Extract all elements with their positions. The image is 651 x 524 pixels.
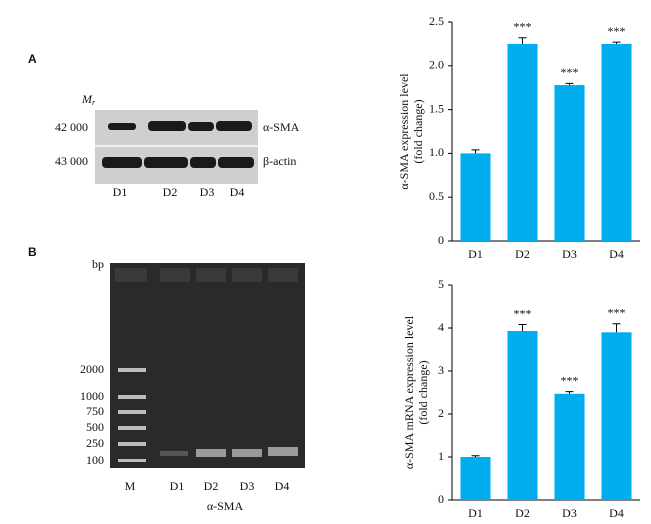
panel-label: A [28,52,37,66]
bar [601,332,632,500]
gel-lane: D2 [204,479,219,493]
bar [554,85,585,242]
gel-wells [115,268,298,282]
y-tick-label: 2.5 [429,14,444,28]
ladder-bands [118,368,146,462]
error-bar [612,41,621,44]
y-tick-label: 1 [438,449,444,463]
significance: *** [561,373,579,387]
error-bar [471,149,480,154]
gel-lane: D1 [170,479,185,493]
y-axis-label: α-SMA expression level [397,73,411,190]
y-tick-label: 0 [438,492,444,506]
panel-label: B [28,245,37,259]
blot-lane: D1 [113,185,128,199]
y-tick-label: 0 [438,233,444,247]
gel-lane: D4 [275,479,290,493]
blot-lane: D2 [163,185,178,199]
y-tick-label: 2.0 [429,58,444,72]
gel-lane: D3 [240,479,255,493]
y-tick-label: 1.0 [429,145,444,159]
x-tick-label: D4 [609,506,624,520]
gel-lane: M [125,479,136,493]
bar [554,393,585,500]
error-bar [612,323,621,333]
x-tick-label: D2 [515,247,530,261]
error-bar [471,455,480,457]
y-tick-label: 4 [438,320,444,334]
gel-unit: bp [92,257,104,271]
ladder-label: 500 [86,420,104,434]
y-axis-label: (fold change) [416,360,430,424]
ladder-label: 750 [86,404,104,418]
x-tick-label: D2 [515,506,530,520]
significance: *** [608,305,626,319]
bar [507,331,538,500]
bar [460,153,491,241]
bar [601,43,632,242]
ladder-label: 100 [86,453,104,467]
ladder-label: 1000 [80,389,104,403]
x-tick-label: D1 [468,506,483,520]
ladder-label: 2000 [80,362,104,376]
significance: *** [514,20,532,34]
blot-protein: α-SMA [263,120,300,134]
error-bar [518,324,527,332]
y-tick-label: 3 [438,363,444,377]
blot-bands [102,121,254,168]
ladder-label: 250 [86,436,104,450]
significance: *** [608,24,626,38]
error-bar [518,37,527,44]
sample-bands [160,447,298,457]
significance: *** [561,65,579,79]
significance: *** [514,306,532,320]
x-tick-label: D4 [609,247,624,261]
blot-lane: D3 [200,185,215,199]
y-tick-label: 2 [438,406,444,420]
y-tick-label: 5 [438,277,444,291]
gel-image [110,263,305,468]
y-axis-label: α-SMA mRNA expression level [402,315,416,469]
error-bar [565,391,574,394]
y-tick-label: 1.5 [429,101,444,115]
x-tick-label: D1 [468,247,483,261]
x-tick-label: D3 [562,247,577,261]
y-tick-label: 0.5 [429,189,444,203]
blot-protein: β-actin [263,154,296,168]
x-tick-label: D3 [562,506,577,520]
y-axis-label: (fold change) [411,99,425,163]
bar [460,457,491,500]
error-bar [565,82,574,86]
blot-lane: D4 [230,185,245,199]
mr-label: Mr [81,92,96,107]
blot-weight: 42 000 [55,120,88,134]
blot-weight: 43 000 [55,154,88,168]
bar [507,43,538,242]
gel-target: α-SMA [207,499,244,513]
